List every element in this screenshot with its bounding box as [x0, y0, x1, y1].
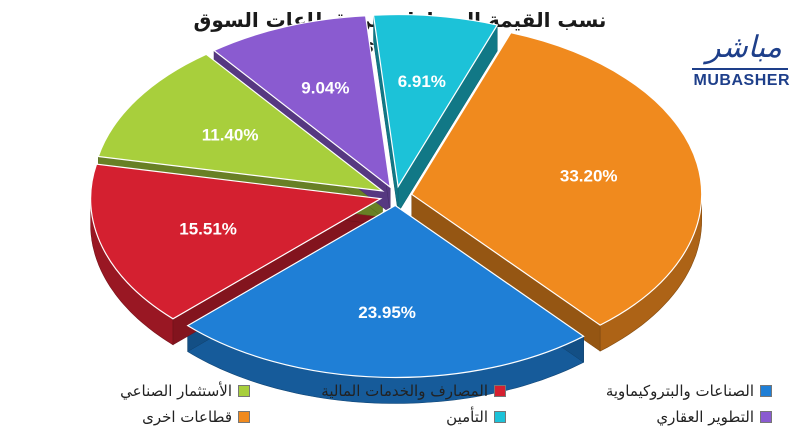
pie-slice-label: 33.20%	[560, 166, 618, 185]
pie-slice-label: 15.51%	[179, 220, 237, 239]
legend-label: المصارف والخدمات المالية	[321, 382, 488, 400]
pie-slice	[90, 163, 383, 320]
pie-slice-label: 23.95%	[358, 303, 416, 322]
legend-swatch	[494, 411, 506, 423]
legend-item-banks: المصارف والخدمات المالية	[321, 382, 506, 400]
mubasher-logo: مباشر MUBASHER	[690, 30, 790, 90]
legend-item-real-estate: التطوير العقاري	[656, 408, 772, 426]
legend-label: الصناعات والبتروكيماوية	[605, 382, 754, 400]
legend-label: التأمين	[446, 408, 488, 426]
legend-swatch	[238, 385, 250, 397]
pie-tops	[90, 14, 703, 379]
legend-label: الأستثمار الصناعي	[120, 382, 232, 400]
legend-swatch	[494, 385, 506, 397]
pie-slice	[186, 204, 585, 379]
logo-english-text: MUBASHER	[693, 72, 790, 89]
legend-swatch	[760, 385, 772, 397]
legend-item-insurance: التأمين	[446, 408, 506, 426]
legend-label: قطاعات اخرى	[142, 408, 232, 426]
pie-slice	[372, 14, 499, 189]
legend-label: التطوير العقاري	[656, 408, 754, 426]
pie-labels: 33.20% 23.95% 15.51% 11.40% 9.04% 6.91%	[179, 72, 617, 322]
legend-swatch	[760, 411, 772, 423]
pie-slice-label: 6.91%	[398, 72, 446, 91]
chart-legend: الصناعات والبتروكيماوية التطوير العقاري …	[0, 380, 792, 440]
pie-slice	[212, 15, 392, 189]
legend-swatch	[238, 411, 250, 423]
pie-slice-label: 9.04%	[301, 79, 349, 98]
pie-slice	[97, 53, 385, 192]
pie-slice	[410, 32, 703, 326]
legend-item-petrochemical: الصناعات والبتروكيماوية	[606, 382, 772, 400]
logo-arabic-text: مباشر	[706, 30, 782, 65]
legend-item-industrial-investment: الأستثمار الصناعي	[120, 382, 250, 400]
logo-divider	[692, 68, 788, 70]
legend-item-other-sectors: قطاعات اخرى	[142, 408, 250, 426]
pie-slice-label: 11.40%	[202, 125, 259, 144]
